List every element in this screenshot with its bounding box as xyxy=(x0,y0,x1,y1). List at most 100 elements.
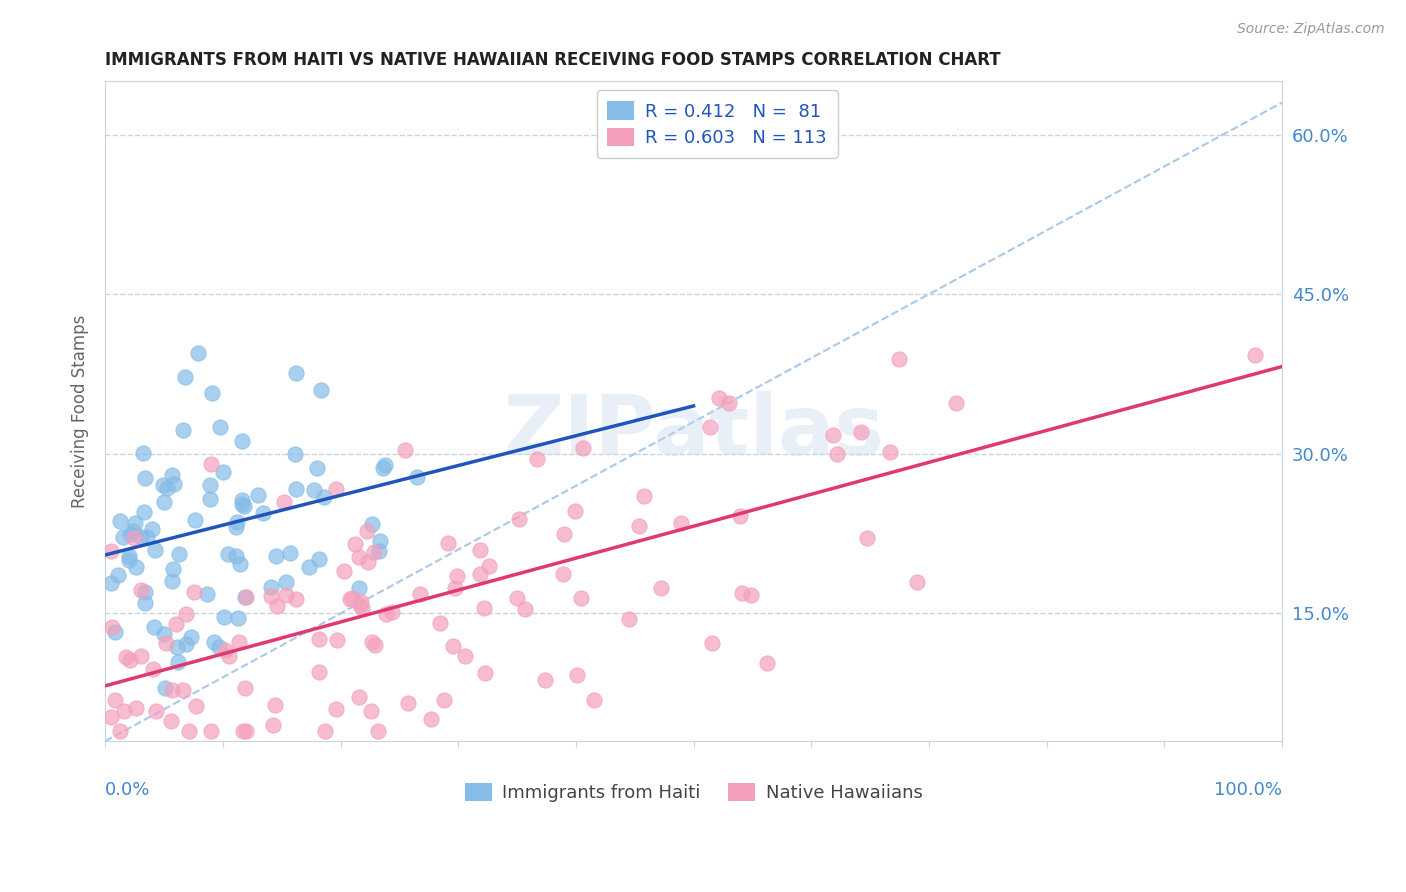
Point xyxy=(159,714,181,729)
Point xyxy=(364,638,387,652)
Point xyxy=(153,681,176,695)
Point xyxy=(134,585,156,599)
Point xyxy=(200,458,222,472)
Point xyxy=(124,516,146,530)
Text: ZIPatlas: ZIPatlas xyxy=(503,391,884,472)
Point xyxy=(263,698,285,713)
Point xyxy=(533,673,555,688)
Text: IMMIGRANTS FROM HAITI VS NATIVE HAWAIIAN RECEIVING FOOD STAMPS CORRELATION CHART: IMMIGRANTS FROM HAITI VS NATIVE HAWAIIAN… xyxy=(105,51,1001,69)
Point xyxy=(472,600,495,615)
Point xyxy=(360,517,382,532)
Point xyxy=(730,509,752,524)
Point xyxy=(208,419,231,434)
Point xyxy=(633,489,655,503)
Point xyxy=(569,591,592,606)
Point xyxy=(363,545,385,559)
Point xyxy=(325,482,347,496)
Point xyxy=(104,624,127,639)
Point xyxy=(849,425,872,439)
Point xyxy=(214,643,236,657)
Point xyxy=(160,682,183,697)
Point xyxy=(879,445,901,459)
Point xyxy=(374,458,396,472)
Point xyxy=(266,599,288,613)
Point xyxy=(526,451,548,466)
Point xyxy=(108,514,131,528)
Point xyxy=(232,723,254,738)
Point xyxy=(195,587,218,601)
Point xyxy=(264,549,287,563)
Point xyxy=(211,465,233,479)
Point xyxy=(183,585,205,599)
Point xyxy=(756,656,779,670)
Point xyxy=(246,488,269,502)
Point xyxy=(340,591,363,605)
Point xyxy=(166,655,188,669)
Point xyxy=(231,492,253,507)
Point xyxy=(740,588,762,602)
Point xyxy=(179,723,201,738)
Point xyxy=(274,588,297,602)
Point xyxy=(225,519,247,533)
Point xyxy=(406,469,429,483)
Point xyxy=(174,369,197,384)
Point xyxy=(444,582,467,596)
Point xyxy=(381,605,404,619)
Point xyxy=(454,648,477,663)
Point xyxy=(141,522,163,536)
Point xyxy=(143,620,166,634)
Point xyxy=(166,640,188,655)
Point xyxy=(124,701,146,715)
Point xyxy=(367,723,389,738)
Point xyxy=(142,662,165,676)
Point xyxy=(207,640,229,654)
Point xyxy=(470,542,492,557)
Point xyxy=(117,549,139,564)
Point xyxy=(262,718,284,732)
Point xyxy=(160,574,183,588)
Point xyxy=(409,587,432,601)
Point xyxy=(441,639,464,653)
Point xyxy=(360,635,382,649)
Legend: Immigrants from Haiti, Native Hawaiians: Immigrants from Haiti, Native Hawaiians xyxy=(456,774,932,812)
Point xyxy=(339,591,361,606)
Point xyxy=(212,610,235,624)
Point xyxy=(326,633,349,648)
Point xyxy=(112,704,135,718)
Point xyxy=(433,693,456,707)
Point xyxy=(308,665,330,680)
Point xyxy=(553,527,575,541)
Point xyxy=(228,611,250,625)
Point xyxy=(825,448,848,462)
Point xyxy=(129,649,152,664)
Point xyxy=(394,443,416,458)
Point xyxy=(470,567,492,582)
Point xyxy=(233,681,256,695)
Point xyxy=(312,491,335,505)
Point xyxy=(567,668,589,682)
Point xyxy=(155,636,177,650)
Point xyxy=(474,665,496,680)
Point xyxy=(100,575,122,590)
Point xyxy=(174,637,197,651)
Point xyxy=(396,696,419,710)
Point xyxy=(228,634,250,648)
Point xyxy=(172,683,194,698)
Point xyxy=(564,504,586,518)
Point xyxy=(153,627,176,641)
Point xyxy=(314,723,336,738)
Point xyxy=(1244,348,1267,362)
Point xyxy=(232,499,254,513)
Point xyxy=(153,494,176,508)
Point xyxy=(132,505,155,519)
Point xyxy=(143,543,166,558)
Point xyxy=(235,590,257,604)
Point xyxy=(446,569,468,583)
Point xyxy=(582,692,605,706)
Point xyxy=(160,468,183,483)
Point xyxy=(276,575,298,590)
Point xyxy=(307,460,329,475)
Point xyxy=(134,471,156,485)
Point xyxy=(731,586,754,600)
Point xyxy=(145,704,167,718)
